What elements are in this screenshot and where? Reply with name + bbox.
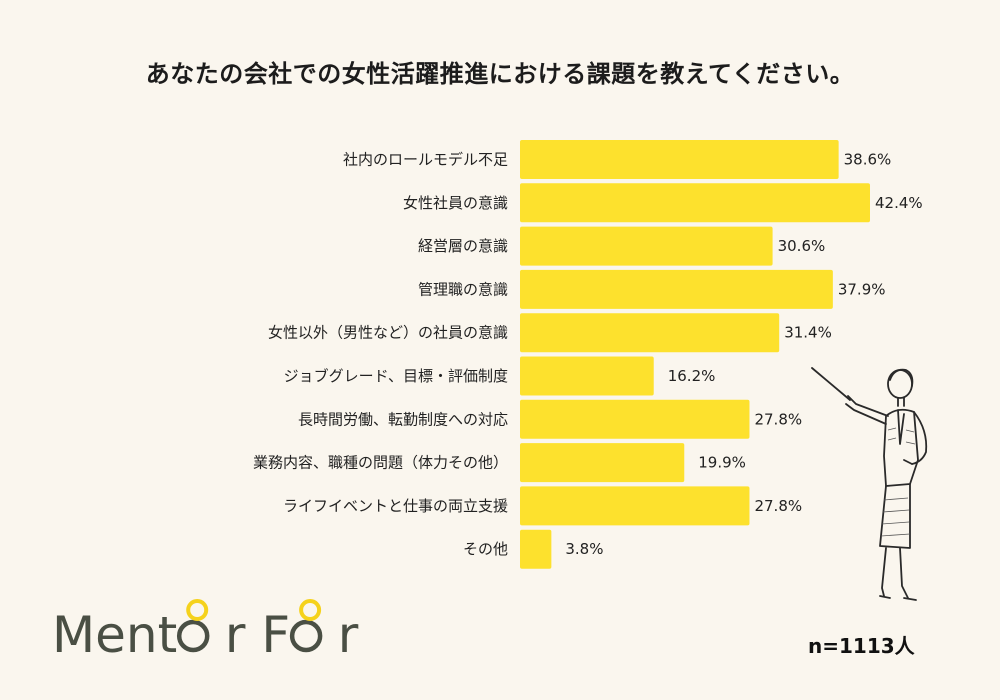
chart-title: あなたの会社での女性活躍推進における課題を教えてください。 — [145, 60, 855, 88]
value-label-9: 27.8% — [754, 497, 802, 515]
sample-size-label: n=1113人 — [808, 634, 915, 658]
svg-text:Ment r F r: Ment r F r — [52, 606, 359, 664]
bar-chart: 社内のロールモデル不足女性社員の意識経営層の意識管理職の意識女性以外（男性など）… — [253, 140, 923, 569]
bar-6 — [520, 356, 654, 396]
value-label-1: 38.6% — [844, 151, 892, 169]
bar-3 — [520, 226, 773, 266]
mentor-for-logo: Ment r F r — [52, 599, 359, 664]
category-label-2: 女性社員の意識 — [403, 194, 508, 212]
logo-accent-ring-2 — [299, 599, 322, 621]
category-label-7: 長時間労働、転勤制度への対応 — [298, 410, 508, 428]
logo-accent-ring-1 — [186, 599, 209, 621]
value-label-2: 42.4% — [875, 194, 923, 212]
category-label-4: 管理職の意識 — [418, 280, 508, 298]
bar-9 — [520, 486, 750, 526]
bar-1 — [520, 140, 839, 179]
category-label-6: ジョブグレード、目標・評価制度 — [284, 367, 508, 385]
category-label-8: 業務内容、職種の問題（体力その他） — [253, 454, 508, 472]
value-labels-group: 38.6% 42.4% 30.6% 37.9% 31.4% 16.2% 27.8% 19.9%… — [565, 151, 922, 559]
category-label-5: 女性以外（男性など）の社員の意識 — [268, 324, 508, 342]
bar-8 — [520, 443, 685, 483]
bar-10 — [520, 529, 552, 569]
value-label-7: 27.8% — [754, 410, 802, 428]
bar-2 — [520, 183, 870, 223]
value-label-8: 19.9% — [698, 454, 746, 472]
value-label-6: 16.2% — [668, 367, 716, 385]
category-label-3: 経営層の意識 — [418, 237, 508, 255]
value-label-4: 37.9% — [838, 280, 886, 298]
category-labels-group: 社内のロールモデル不足女性社員の意識経営層の意識管理職の意識女性以外（男性など）… — [253, 151, 508, 559]
category-label-1: 社内のロールモデル不足 — [343, 151, 508, 169]
logo-ring-2 — [289, 619, 323, 653]
bar-5 — [520, 313, 780, 353]
bar-7 — [520, 399, 750, 439]
value-label-3: 30.6% — [778, 237, 826, 255]
businesswoman-pointing-icon — [811, 367, 928, 601]
value-label-10: 3.8% — [565, 540, 603, 558]
bars-group — [520, 140, 870, 569]
value-label-5: 31.4% — [784, 324, 832, 342]
bar-4 — [520, 269, 833, 309]
category-label-10: その他 — [463, 540, 508, 558]
logo-ring-1 — [176, 619, 210, 653]
category-label-9: ライフイベントと仕事の両立支援 — [283, 497, 508, 515]
